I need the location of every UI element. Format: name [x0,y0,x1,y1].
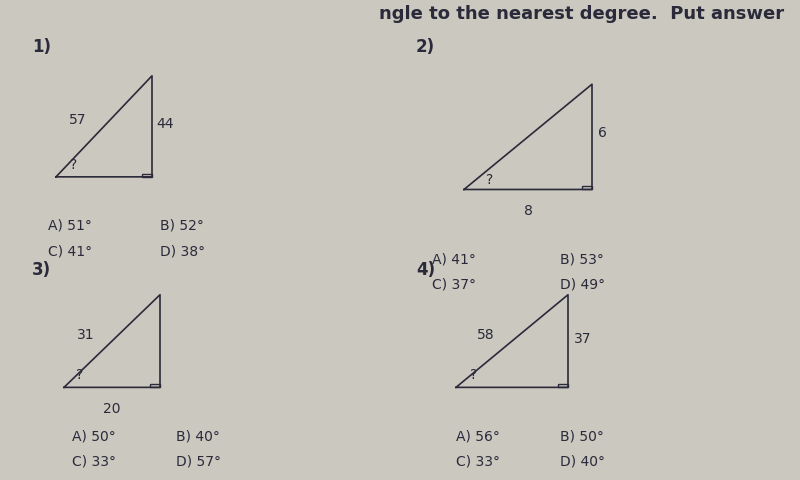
Text: A) 56°: A) 56° [456,430,500,444]
Text: C) 33°: C) 33° [72,455,116,469]
Text: B) 53°: B) 53° [560,252,604,266]
Text: A) 51°: A) 51° [48,219,92,233]
Text: D) 38°: D) 38° [160,244,205,258]
Text: A) 50°: A) 50° [72,430,116,444]
Text: B) 40°: B) 40° [176,430,220,444]
Text: ?: ? [470,368,478,382]
Text: 58: 58 [477,328,494,342]
Text: 31: 31 [77,328,94,342]
Text: D) 57°: D) 57° [176,455,221,469]
Text: 57: 57 [69,113,86,127]
Text: 6: 6 [598,126,607,140]
Text: D) 49°: D) 49° [560,278,605,292]
Text: 8: 8 [523,204,533,218]
Text: ?: ? [486,173,494,187]
Text: C) 41°: C) 41° [48,244,92,258]
Text: 20: 20 [103,402,121,416]
Text: C) 33°: C) 33° [456,455,500,469]
Text: ngle to the nearest degree.  Put answer: ngle to the nearest degree. Put answer [379,5,784,23]
Text: 44: 44 [156,117,174,131]
Text: C) 37°: C) 37° [432,278,476,292]
Text: ?: ? [70,158,78,172]
Text: ?: ? [76,368,84,382]
Text: A) 41°: A) 41° [432,252,476,266]
Text: 4): 4) [416,261,435,279]
Text: B) 52°: B) 52° [160,219,204,233]
Text: B) 50°: B) 50° [560,430,604,444]
Text: D) 40°: D) 40° [560,455,605,469]
Text: 2): 2) [416,38,435,56]
Text: 3): 3) [32,261,51,279]
Text: 37: 37 [574,332,592,346]
Text: 1): 1) [32,38,51,56]
